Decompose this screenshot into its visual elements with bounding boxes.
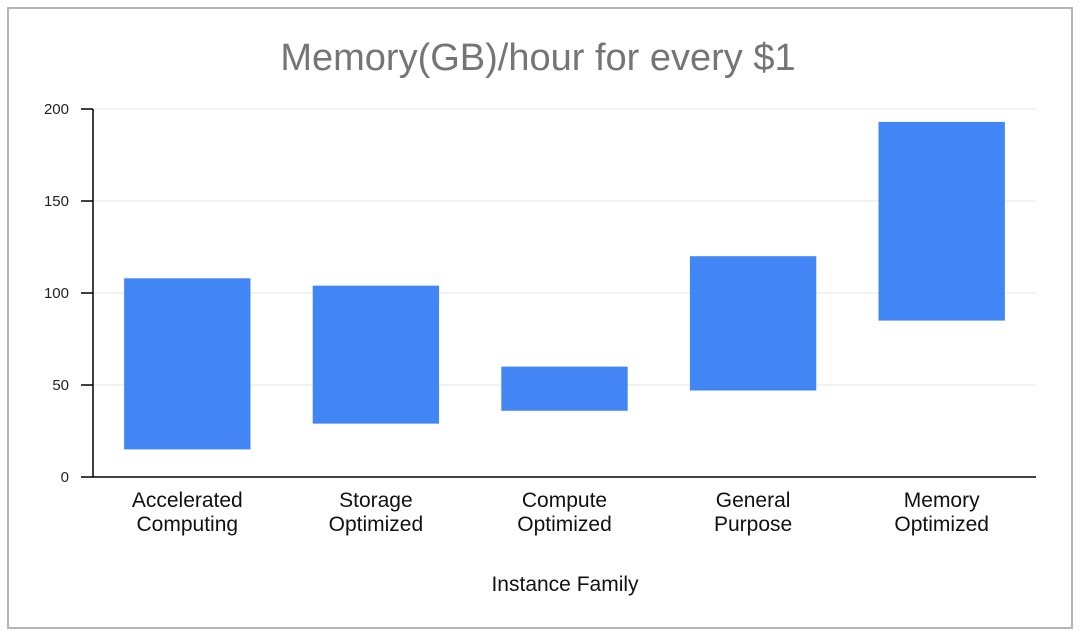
y-tick-label: 50 <box>52 377 69 394</box>
bar-0 <box>124 278 251 450</box>
x-category-label: Compute <box>522 489 607 512</box>
y-tick-label: 100 <box>44 285 69 302</box>
x-category-label: Optimized <box>329 513 424 536</box>
bar-3 <box>689 256 817 391</box>
x-category-label: Optimized <box>517 513 612 536</box>
x-category-label: Computing <box>137 513 239 536</box>
bar-1 <box>312 285 440 424</box>
chart-title: Memory(GB)/hour for every $1 <box>280 37 795 79</box>
x-axis-title: Instance Family <box>491 573 639 596</box>
x-category-label: Purpose <box>714 513 792 536</box>
y-tick-label: 150 <box>44 193 69 210</box>
x-category-label: Memory <box>904 489 980 512</box>
bar-4 <box>878 121 1005 321</box>
y-tick-label: 0 <box>61 469 69 486</box>
x-category-label: General <box>716 489 791 512</box>
x-axis-labels: AcceleratedComputingStorageOptimizedComp… <box>132 489 989 536</box>
y-axis-ticks: 0 50 100 150 200 <box>44 101 93 486</box>
bars <box>124 121 1005 450</box>
y-tick-label: 200 <box>44 101 69 118</box>
x-category-label: Storage <box>339 489 413 512</box>
bar-2 <box>501 366 628 411</box>
x-category-label: Accelerated <box>132 489 243 512</box>
x-category-label: Optimized <box>894 513 989 536</box>
